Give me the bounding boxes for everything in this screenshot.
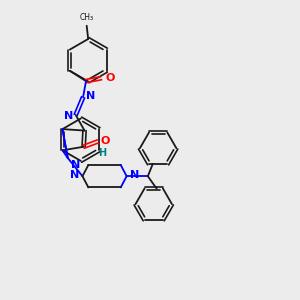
Text: N: N — [86, 91, 95, 101]
Text: N: N — [130, 170, 139, 180]
Text: CH₃: CH₃ — [80, 13, 94, 22]
Text: N: N — [70, 170, 79, 180]
Text: O: O — [105, 73, 115, 83]
Text: N: N — [71, 160, 80, 170]
Text: H: H — [98, 148, 106, 158]
Text: N: N — [64, 111, 73, 122]
Text: O: O — [100, 136, 110, 146]
